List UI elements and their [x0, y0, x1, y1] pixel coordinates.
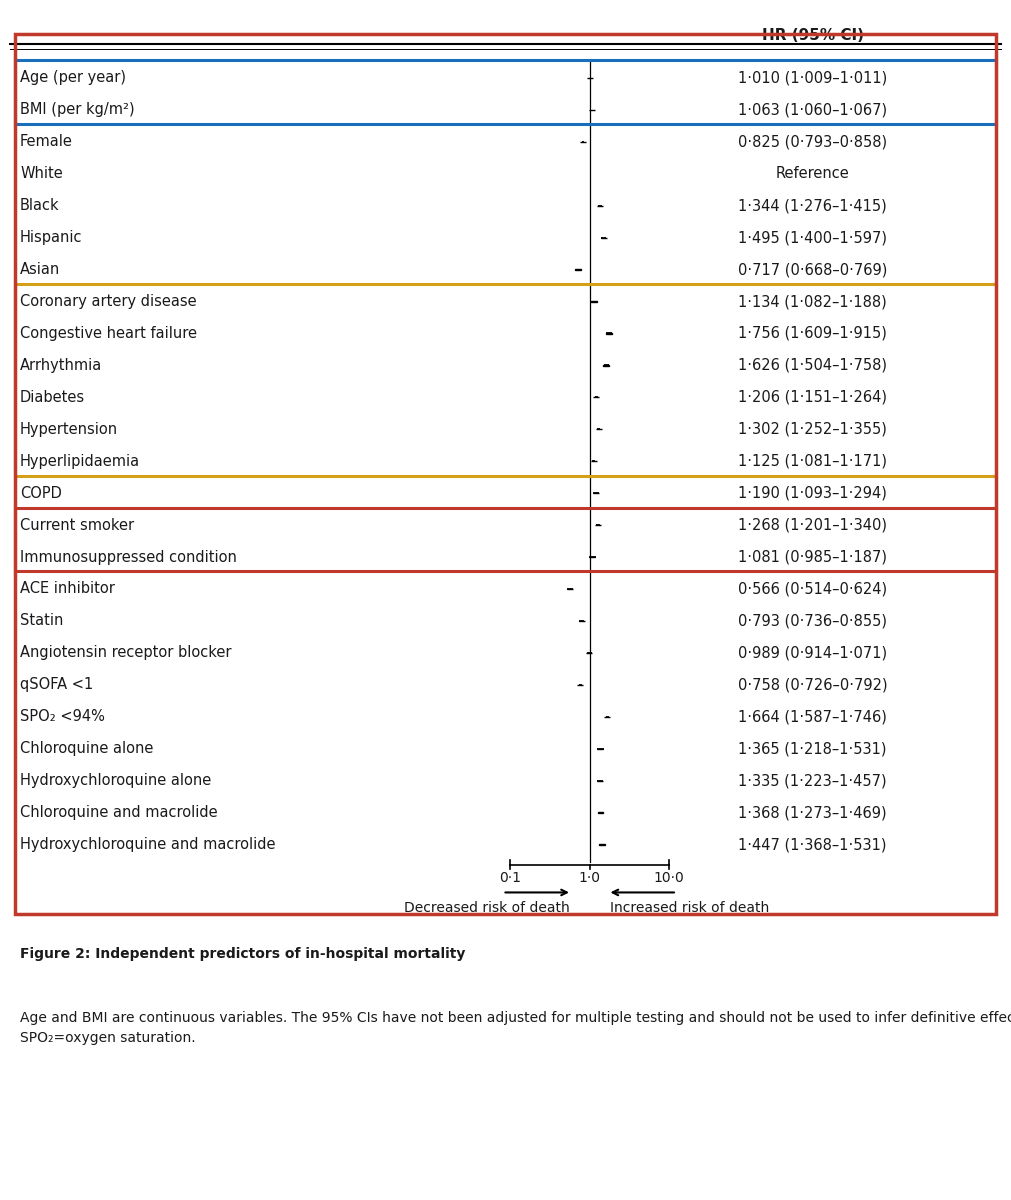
Text: 1·206 (1·151–1·264): 1·206 (1·151–1·264)	[738, 390, 887, 404]
Text: ACE inhibitor: ACE inhibitor	[20, 582, 115, 596]
Text: Congestive heart failure: Congestive heart failure	[20, 326, 197, 341]
Text: 1·010 (1·009–1·011): 1·010 (1·009–1·011)	[738, 71, 888, 85]
Text: 0·566 (0·514–0·624): 0·566 (0·514–0·624)	[738, 582, 888, 596]
Text: SPO₂ <94%: SPO₂ <94%	[20, 709, 105, 725]
Text: Figure 2: Independent predictors of in-hospital mortality: Figure 2: Independent predictors of in-h…	[20, 947, 465, 961]
Text: BMI (per kg/m²): BMI (per kg/m²)	[20, 102, 134, 118]
Text: Hyperlipidaemia: Hyperlipidaemia	[20, 454, 141, 469]
Text: Increased risk of death: Increased risk of death	[610, 901, 768, 916]
Text: 1·0: 1·0	[578, 871, 601, 886]
Text: 1·190 (1·093–1·294): 1·190 (1·093–1·294)	[738, 486, 887, 500]
Text: 0·793 (0·736–0·855): 0·793 (0·736–0·855)	[738, 613, 887, 629]
Text: Hispanic: Hispanic	[20, 230, 83, 245]
Text: Decreased risk of death: Decreased risk of death	[404, 901, 570, 916]
Text: Coronary artery disease: Coronary artery disease	[20, 294, 197, 310]
Text: qSOFA <1: qSOFA <1	[20, 677, 93, 692]
Text: 1·495 (1·400–1·597): 1·495 (1·400–1·597)	[738, 230, 887, 245]
Text: 1·081 (0·985–1·187): 1·081 (0·985–1·187)	[738, 550, 887, 564]
Text: 1·664 (1·587–1·746): 1·664 (1·587–1·746)	[738, 709, 887, 725]
Text: Asian: Asian	[20, 262, 61, 277]
Text: 10·0: 10·0	[653, 871, 684, 886]
Text: 1·447 (1·368–1·531): 1·447 (1·368–1·531)	[738, 838, 887, 852]
Text: 0·758 (0·726–0·792): 0·758 (0·726–0·792)	[738, 677, 888, 692]
Text: Arrhythmia: Arrhythmia	[20, 358, 102, 373]
Text: Chloroquine and macrolide: Chloroquine and macrolide	[20, 805, 217, 820]
Text: Immunosuppressed condition: Immunosuppressed condition	[20, 550, 237, 564]
Text: Female: Female	[20, 134, 73, 149]
Text: 1·063 (1·060–1·067): 1·063 (1·060–1·067)	[738, 102, 888, 118]
Text: Hypertension: Hypertension	[20, 421, 118, 437]
Text: HR (95% CI): HR (95% CI)	[761, 28, 863, 43]
Text: Angiotensin receptor blocker: Angiotensin receptor blocker	[20, 646, 232, 660]
Text: Chloroquine alone: Chloroquine alone	[20, 742, 154, 756]
Text: 0·989 (0·914–1·071): 0·989 (0·914–1·071)	[738, 646, 888, 660]
Text: Diabetes: Diabetes	[20, 390, 85, 404]
Text: 1·302 (1·252–1·355): 1·302 (1·252–1·355)	[738, 421, 887, 437]
Text: 1·134 (1·082–1·188): 1·134 (1·082–1·188)	[738, 294, 887, 310]
Text: 1·626 (1·504–1·758): 1·626 (1·504–1·758)	[738, 358, 887, 373]
Text: Black: Black	[20, 198, 60, 214]
Text: Current smoker: Current smoker	[20, 517, 134, 533]
Text: Hydroxychloroquine and macrolide: Hydroxychloroquine and macrolide	[20, 838, 276, 852]
Text: 1·335 (1·223–1·457): 1·335 (1·223–1·457)	[738, 773, 887, 788]
Text: 0·825 (0·793–0·858): 0·825 (0·793–0·858)	[738, 134, 888, 149]
Text: 1·365 (1·218–1·531): 1·365 (1·218–1·531)	[738, 742, 887, 756]
Text: Age (per year): Age (per year)	[20, 71, 126, 85]
Text: 1·268 (1·201–1·340): 1·268 (1·201–1·340)	[738, 517, 887, 533]
Text: 1·125 (1·081–1·171): 1·125 (1·081–1·171)	[738, 454, 887, 469]
Text: Statin: Statin	[20, 613, 64, 629]
Text: 0·717 (0·668–0·769): 0·717 (0·668–0·769)	[738, 262, 888, 277]
Text: 1·368 (1·273–1·469): 1·368 (1·273–1·469)	[738, 805, 887, 820]
Text: 1·756 (1·609–1·915): 1·756 (1·609–1·915)	[738, 326, 887, 341]
Text: Age and BMI are continuous variables. The 95% CIs have not been adjusted for mul: Age and BMI are continuous variables. Th…	[20, 1010, 1011, 1045]
Text: Reference: Reference	[775, 167, 849, 181]
Text: Hydroxychloroquine alone: Hydroxychloroquine alone	[20, 773, 211, 788]
Text: COPD: COPD	[20, 486, 62, 500]
Text: 1·344 (1·276–1·415): 1·344 (1·276–1·415)	[738, 198, 887, 214]
Text: White: White	[20, 167, 63, 181]
Text: 0·1: 0·1	[499, 871, 522, 886]
